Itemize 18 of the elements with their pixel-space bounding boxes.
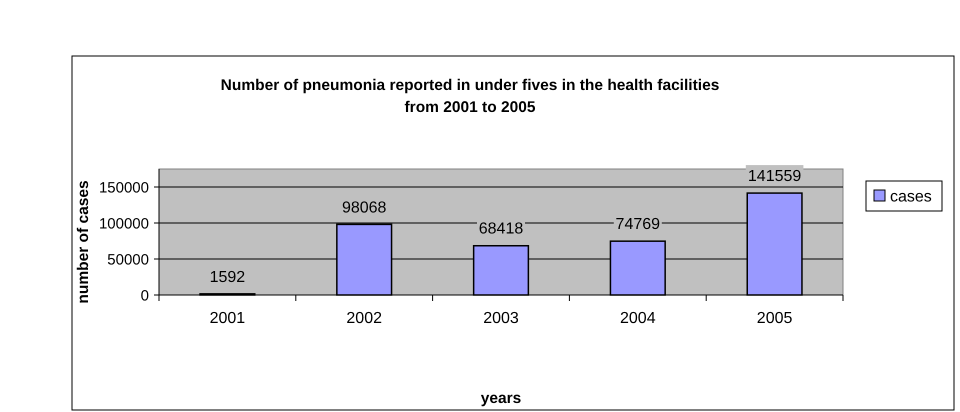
- y-tick-label: 50000: [107, 251, 149, 268]
- legend-label: cases: [890, 188, 932, 206]
- x-tick-label: 2004: [620, 310, 656, 327]
- data-label: 1592: [210, 268, 246, 286]
- data-label: 98068: [342, 199, 387, 216]
- data-label: 74769: [616, 216, 660, 234]
- y-tick-label: 0: [140, 287, 149, 304]
- y-tick-label: 150000: [98, 179, 149, 196]
- y-tick-label: 100000: [98, 215, 149, 232]
- data-label: 141559: [748, 168, 802, 186]
- x-tick-label: 2002: [346, 310, 382, 327]
- y-axis-title: number of cases: [75, 180, 92, 304]
- data-label: 68418: [478, 220, 524, 238]
- x-tick-label: 2003: [483, 310, 519, 327]
- x-axis-title: years: [480, 390, 522, 407]
- x-tick-label: 2001: [210, 310, 246, 327]
- chart-title: Number of pneumonia reported in under fives in the health facilities from 2001 to 2005: [220, 77, 720, 116]
- x-tick-label: 2005: [756, 310, 792, 327]
